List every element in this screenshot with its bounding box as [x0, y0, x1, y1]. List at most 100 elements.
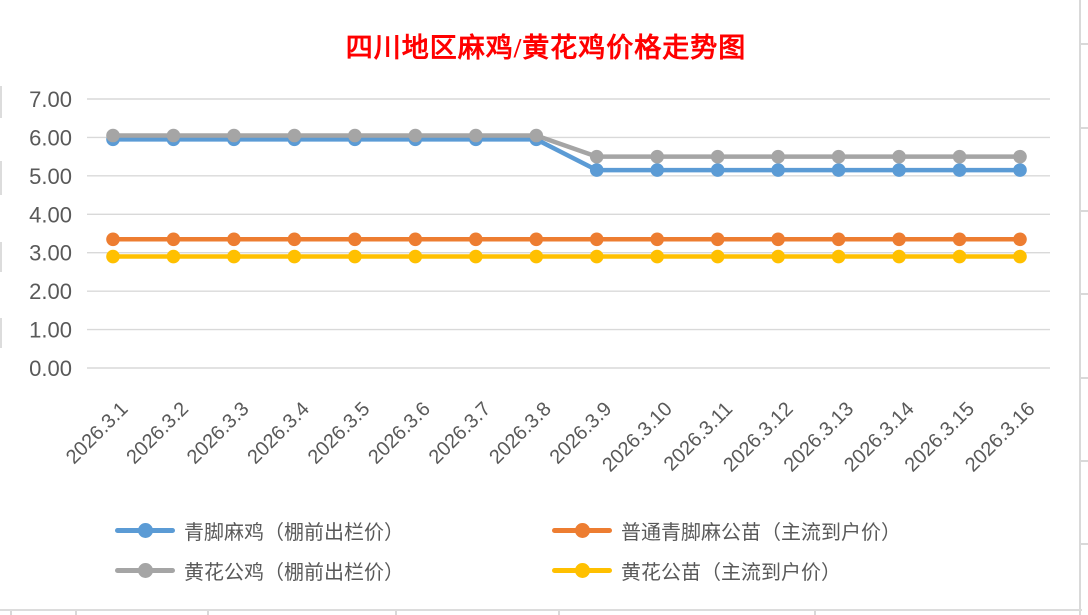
data-point-marker — [106, 232, 120, 247]
y-axis-tick-label: 2.00 — [29, 279, 72, 304]
data-point-marker — [710, 232, 725, 247]
data-point-marker — [892, 149, 906, 164]
chart-border-bottom — [0, 609, 1082, 611]
sheet-row-tick-left — [0, 86, 2, 118]
data-point-marker — [227, 232, 241, 247]
data-point-marker — [469, 249, 483, 264]
data-point-marker — [408, 249, 423, 264]
data-point-marker — [287, 249, 302, 264]
legend-label: 普通青脚麻公苗（主流到户价） — [621, 521, 901, 544]
x-axis-tick-label: 2026.3.8 — [485, 398, 556, 469]
data-point-marker — [1013, 249, 1027, 264]
data-point-marker — [589, 249, 604, 264]
data-point-marker — [952, 249, 967, 264]
y-axis-tick-label: 6.00 — [29, 125, 72, 150]
data-point-marker — [710, 249, 725, 264]
legend-label: 黄花公鸡（棚前出栏价） — [184, 561, 404, 584]
sheet-row-gridline — [1080, 210, 1088, 212]
data-point-marker — [469, 232, 483, 247]
sheet-row-tick-left — [0, 242, 2, 272]
data-point-marker — [892, 163, 906, 177]
legend-item-putongqingjiaoma[interactable]: 普通青脚麻公苗（主流到户价） — [552, 518, 901, 544]
data-point-marker — [348, 128, 362, 143]
x-axis-tick-label: 2026.3.5 — [304, 398, 375, 469]
data-point-marker — [106, 249, 120, 264]
sheet-column-tick — [395, 611, 397, 615]
y-axis-tick-label: 1.00 — [29, 318, 72, 343]
data-point-marker — [348, 249, 362, 264]
data-point-marker — [166, 232, 181, 247]
sheet-column-tick — [75, 611, 77, 615]
data-point-marker — [469, 128, 483, 143]
data-point-marker — [650, 163, 664, 177]
sheet-column-tick — [558, 611, 560, 615]
sheet-column-gridline — [1079, 0, 1081, 615]
x-axis-tick-label: 2026.3.4 — [243, 398, 314, 469]
data-point-marker — [348, 232, 362, 247]
legend-label: 青脚麻鸡（棚前出栏价） — [184, 521, 404, 544]
data-point-marker — [408, 128, 423, 143]
data-point-marker — [892, 249, 906, 264]
data-point-marker — [227, 128, 241, 143]
sheet-row-gridline — [1080, 543, 1088, 545]
x-axis-tick-label: 2026.3.3 — [183, 398, 254, 469]
data-point-marker — [650, 232, 664, 247]
data-point-marker — [589, 149, 604, 164]
legend-label: 黄花公苗（主流到户价） — [621, 561, 841, 584]
legend-item-huanghuagongmiao[interactable]: 黄花公苗（主流到户价） — [552, 558, 841, 584]
legend-marker-icon — [552, 522, 612, 538]
sheet-row-gridline — [1080, 460, 1088, 462]
series-line-2 — [110, 133, 1023, 159]
data-point-marker — [892, 232, 906, 247]
data-point-marker — [166, 249, 181, 264]
sheet-column-tick — [814, 611, 816, 615]
legend-marker-icon — [115, 562, 175, 578]
x-axis-tick-label: 2026.3.1 — [62, 398, 133, 469]
series-line-0 — [110, 137, 1023, 173]
x-axis-tick-label: 2026.3.7 — [425, 398, 496, 469]
data-point-marker — [106, 128, 120, 143]
data-point-marker — [952, 149, 967, 164]
sheet-column-tick — [207, 611, 209, 615]
x-axis-tick-label: 2026.3.6 — [364, 398, 435, 469]
sheet-row-gridline — [1080, 293, 1088, 295]
data-point-marker — [166, 128, 181, 143]
y-axis-tick-label: 5.00 — [29, 164, 72, 189]
sheet-row-gridline — [1080, 377, 1088, 379]
data-point-marker — [831, 232, 846, 247]
data-point-marker — [529, 249, 544, 264]
chart-title: 四川地区麻鸡/黄花鸡价格走势图 — [345, 33, 747, 63]
data-point-marker — [650, 149, 664, 164]
sheet-column-tick — [10, 611, 12, 615]
y-axis-tick-label: 3.00 — [29, 241, 72, 266]
legend-item-huanghuagongji[interactable]: 黄花公鸡（棚前出栏价） — [115, 558, 404, 584]
data-point-marker — [287, 232, 302, 247]
data-point-marker — [589, 232, 604, 247]
y-axis-tick-label: 4.00 — [29, 202, 72, 227]
data-point-marker — [771, 149, 785, 164]
sheet-row-gridline — [1080, 127, 1088, 129]
data-point-marker — [952, 163, 967, 177]
data-point-marker — [710, 149, 725, 164]
data-point-marker — [227, 249, 241, 264]
legend-marker-icon — [552, 562, 612, 578]
data-point-marker — [529, 232, 544, 247]
x-axis-tick-label: 2026.3.2 — [122, 398, 193, 469]
data-point-marker — [1013, 232, 1027, 247]
sheet-row-tick-left — [0, 318, 2, 348]
legend-item-qingjiaomaji[interactable]: 青脚麻鸡（棚前出栏价） — [115, 518, 404, 544]
data-point-marker — [1013, 163, 1027, 177]
sheet-row-tick-left — [0, 161, 2, 195]
y-axis-tick-label: 7.00 — [29, 87, 72, 112]
sheet-row-gridline — [1080, 43, 1088, 45]
data-point-marker — [952, 232, 967, 247]
data-point-marker — [771, 249, 785, 264]
data-point-marker — [710, 163, 725, 177]
data-point-marker — [287, 128, 302, 143]
data-point-marker — [408, 232, 423, 247]
data-point-marker — [650, 249, 664, 264]
y-axis-tick-label: 0.00 — [29, 356, 72, 381]
data-point-marker — [831, 163, 846, 177]
